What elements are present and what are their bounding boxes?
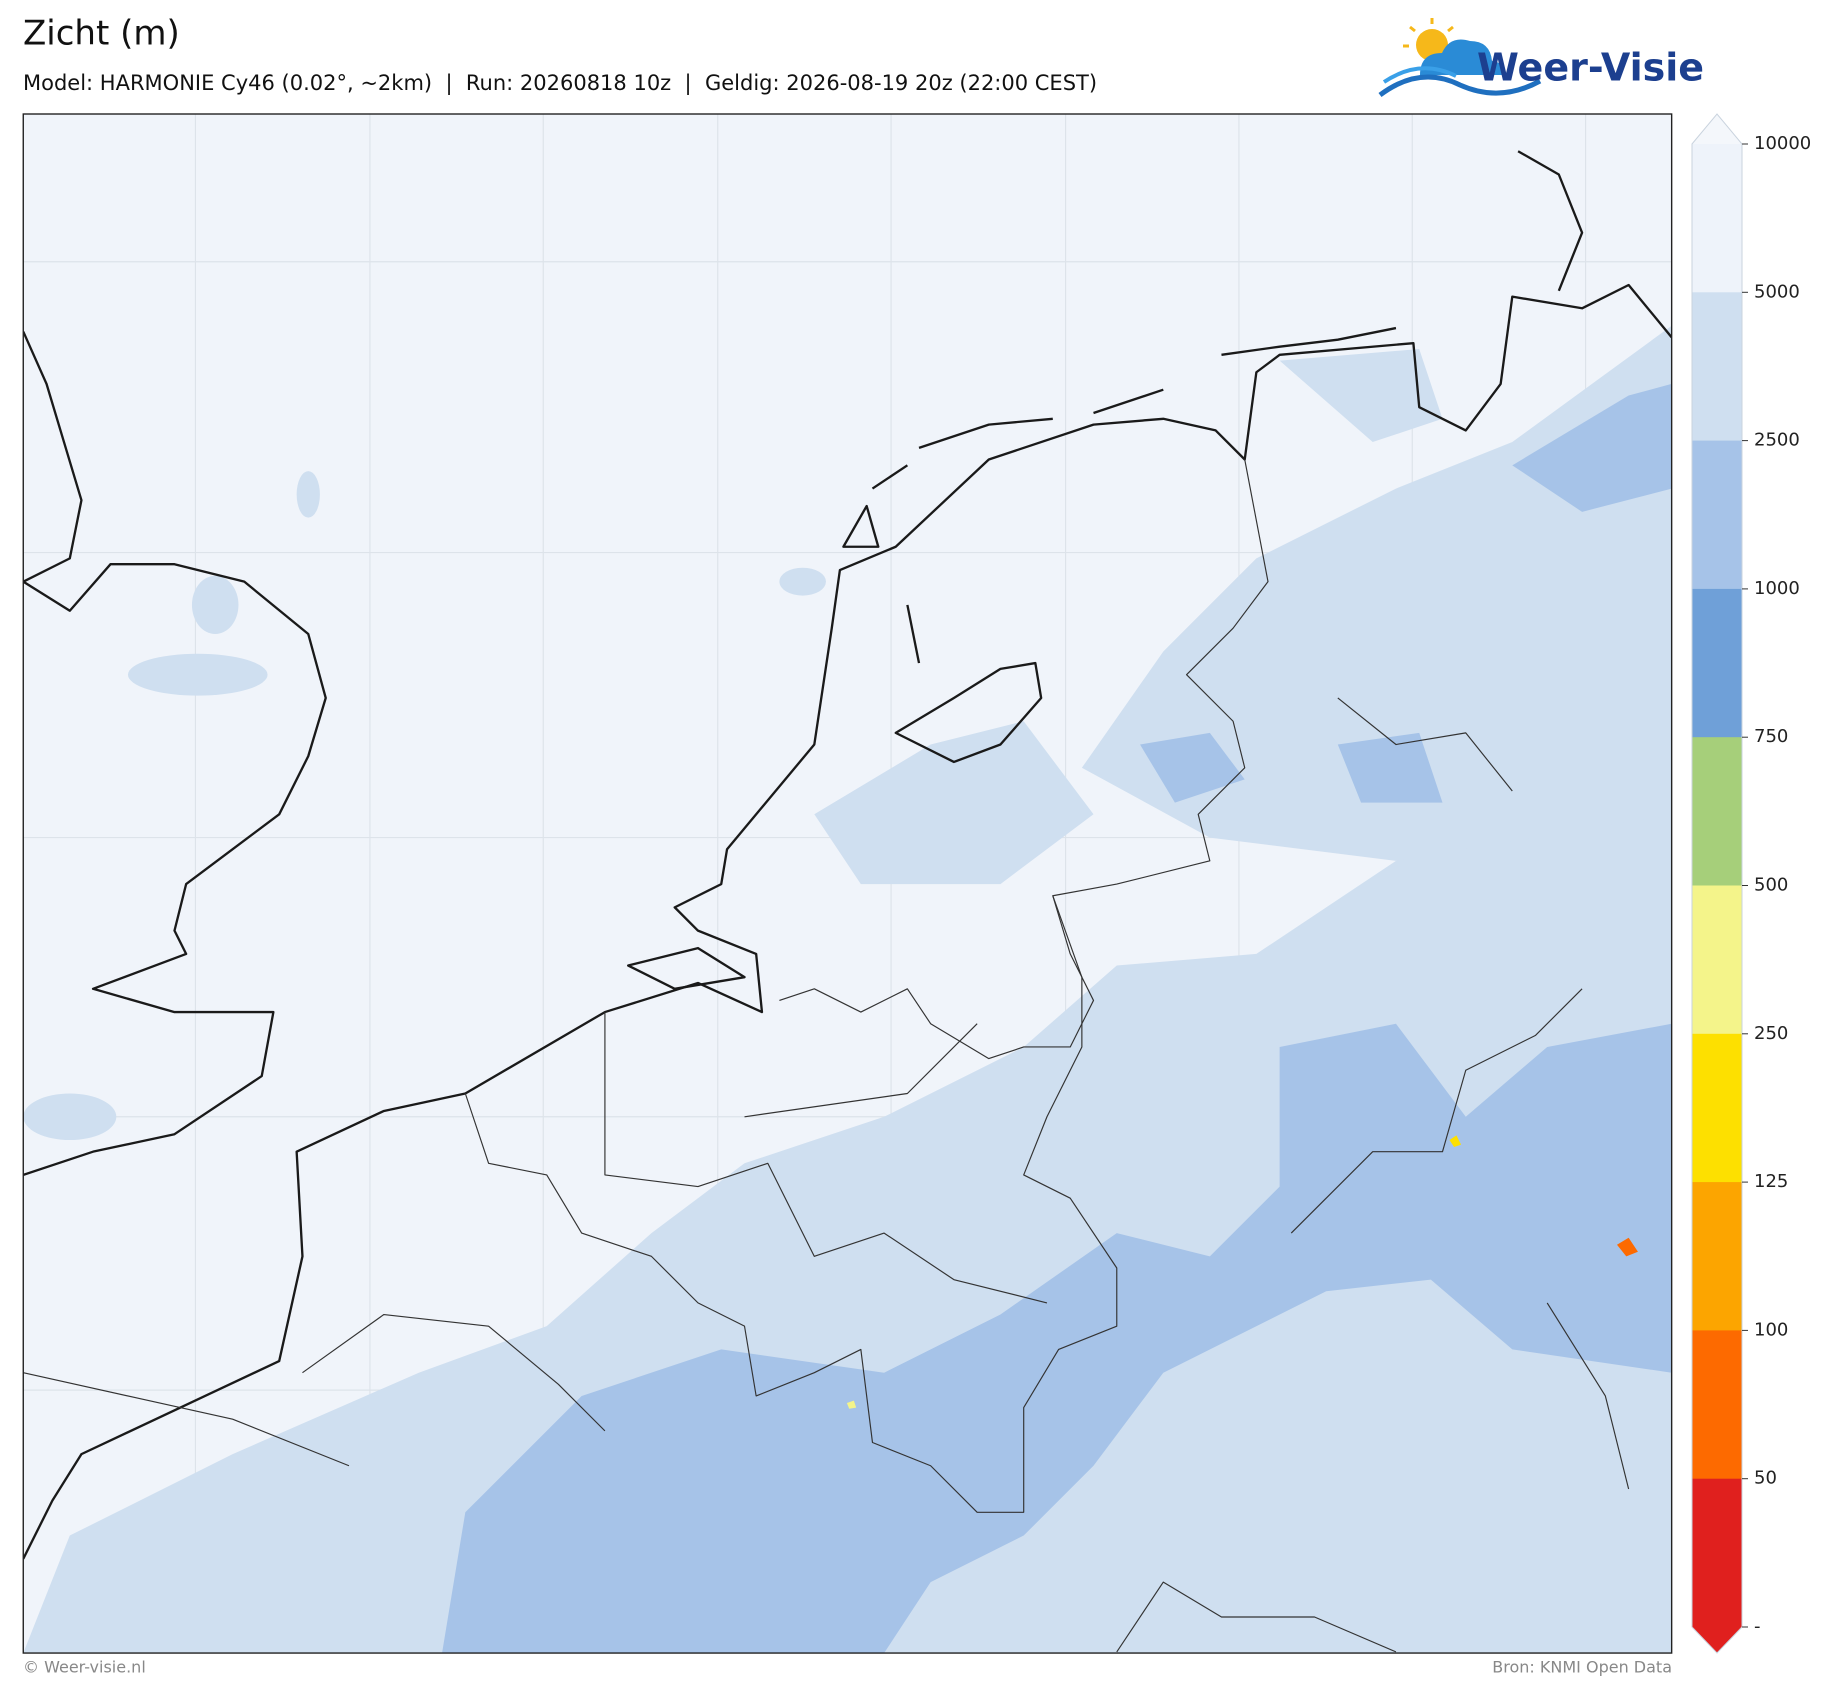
colorbar-bottom-label: - <box>1754 1616 1761 1637</box>
colorbar-bin <box>1692 1330 1742 1480</box>
logo: Weer-Visie <box>1378 18 1704 98</box>
colorbar-tick-label: 10000 <box>1754 133 1811 154</box>
colorbar-bin <box>1692 144 1742 293</box>
colorbar-bin <box>1692 885 1742 1035</box>
colorbar-bin <box>1692 1033 1742 1183</box>
footer-credit: © Weer-visie.nl <box>23 1658 146 1677</box>
colorbar-tick-label: 5000 <box>1754 281 1800 302</box>
logo-text: Weer-Visie <box>1477 46 1704 90</box>
colorbar-tick-label: 250 <box>1754 1023 1788 1044</box>
colorbar-extend-top <box>1692 114 1742 144</box>
colorbar-bin <box>1692 588 1742 738</box>
colorbar-bin <box>1692 292 1742 442</box>
colorbar-bin <box>1692 1182 1742 1331</box>
colorbar-tick-label: 1000 <box>1754 578 1800 599</box>
colorbar-tick-label: 750 <box>1754 726 1788 747</box>
colorbar-bin <box>1692 737 1742 886</box>
map <box>22 113 1673 1654</box>
colorbar-bin <box>1692 1478 1742 1628</box>
colorbar-tick-label: 500 <box>1754 875 1788 896</box>
colorbar-tick-label: 2500 <box>1754 430 1800 451</box>
title: Zicht (m) <box>23 14 180 54</box>
footer-source: Bron: KNMI Open Data <box>1492 1658 1672 1677</box>
colorbar-tick-label: 100 <box>1754 1319 1788 1340</box>
colorbar-extend-bottom <box>1692 1627 1742 1653</box>
subtitle: Model: HARMONIE Cy46 (0.02°, ~2km) | Run… <box>23 71 1097 96</box>
colorbar-bin <box>1692 440 1742 590</box>
colorbar: 10000 5000 2500 1000 750 500 250 125 100 50 - <box>1691 113 1811 1654</box>
colorbar-tick-label: 125 <box>1754 1171 1788 1192</box>
colorbar-tick-label: 50 <box>1754 1468 1777 1489</box>
